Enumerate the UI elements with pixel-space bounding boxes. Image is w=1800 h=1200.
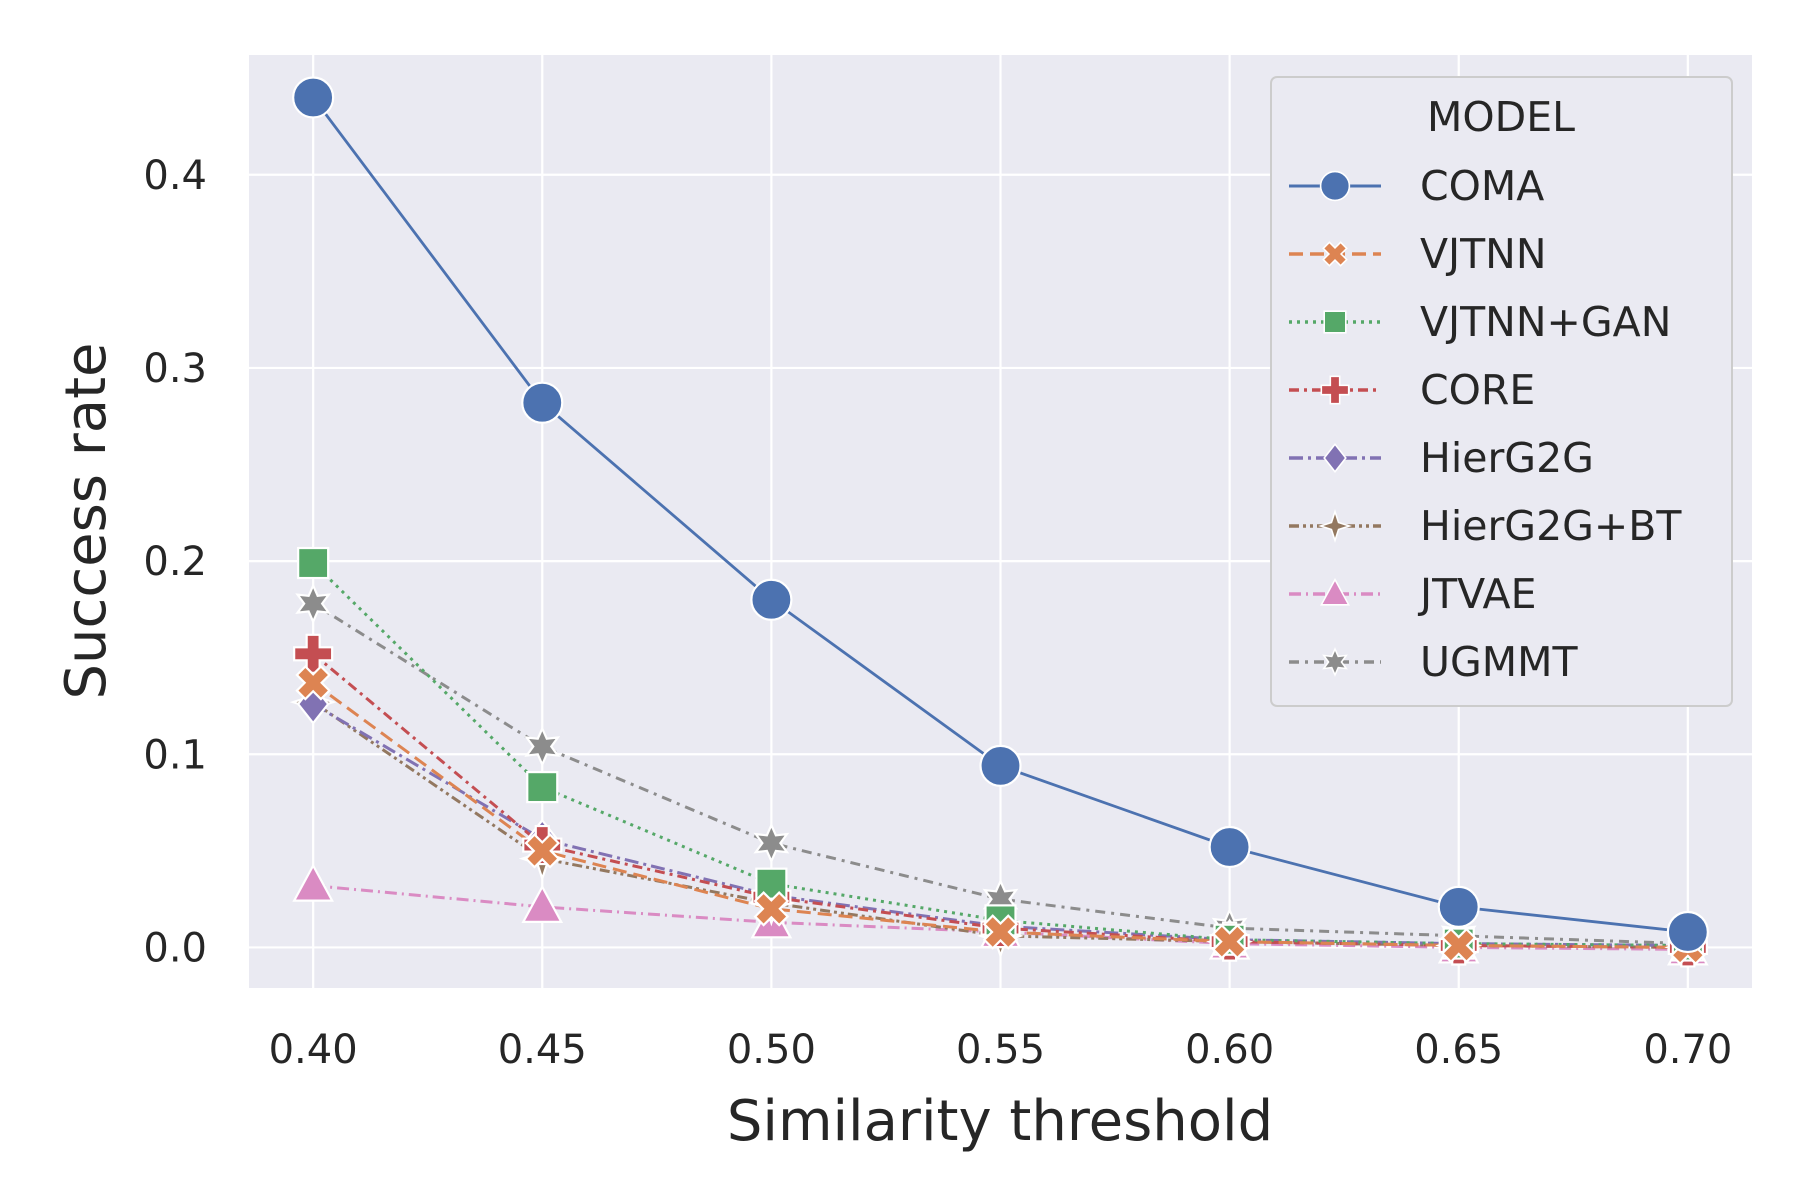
data-point-vjtnn (295, 664, 331, 701)
data-point-coma (292, 76, 335, 119)
x-tick-label: 0.60 (1185, 1027, 1274, 1073)
data-point-vjtnn-plusgan (297, 546, 330, 580)
y-tick-labels: 0.0 0.1 0.2 0.3 0.4 (143, 153, 207, 972)
legend-marker (1323, 310, 1347, 334)
legend-label: VJTNN+GAN (1420, 298, 1671, 346)
x-tick-labels: 0.40 0.45 0.50 0.55 0.60 0.65 0.70 (269, 1027, 1733, 1073)
x-axis-title: Similarity threshold (727, 1089, 1273, 1154)
series-markers (289, 76, 1712, 971)
data-point-coma (1437, 885, 1480, 928)
data-point-vjtnn-plusgan (526, 771, 559, 804)
x-tick-label: 0.40 (269, 1027, 358, 1073)
legend-entry-jtvae: JTVAE (1289, 570, 1537, 618)
legend-marker (1322, 241, 1348, 267)
data-point-vjtnn (524, 833, 561, 869)
legend-entry-coma: COMA (1289, 162, 1544, 210)
data-point-vjtnn (1211, 923, 1248, 960)
legend-marker (1320, 375, 1350, 405)
data-point-ugmmt (753, 822, 790, 864)
legend-marker (1319, 577, 1351, 606)
legend-marker (1319, 170, 1351, 202)
data-point-jtvae (292, 863, 335, 902)
data-point-vjtnn (753, 890, 790, 927)
legend-entry-hierg2g-plusbt: HierG2G+BT (1289, 502, 1682, 550)
x-tick-label: 0.70 (1643, 1027, 1732, 1073)
legend-entry-vjtnn: VJTNN (1289, 230, 1547, 278)
y-tick-label: 0.2 (143, 539, 207, 585)
legend-label: UGMMT (1420, 638, 1579, 686)
data-point-coma (750, 578, 793, 621)
x-tick-label: 0.55 (956, 1027, 1045, 1073)
legend-label: CORE (1420, 366, 1535, 414)
legend-label: COMA (1420, 162, 1544, 210)
legend-frame (1270, 76, 1733, 707)
data-point-vjtnn (1440, 927, 1477, 964)
y-tick-label: 0.1 (143, 732, 207, 778)
legend-marker (1318, 509, 1352, 543)
y-axis-title: Success rate (54, 343, 119, 700)
legend-label: HierG2G (1420, 434, 1594, 482)
data-point-coma (979, 744, 1022, 787)
legend-label: JTVAE (1417, 570, 1537, 618)
legend-title: MODEL (1427, 93, 1575, 141)
legend-label: VJTNN (1420, 230, 1547, 278)
legend-entry-core: CORE (1289, 366, 1535, 414)
legend-entry-ugmmt: UGMMT (1289, 638, 1579, 686)
y-tick-label: 0.0 (143, 925, 207, 971)
legend-entry-vjtnn-plusgan: VJTNN+GAN (1289, 298, 1671, 346)
y-tick-label: 0.4 (143, 153, 207, 199)
legend-entry-hierg2g: HierG2G (1289, 434, 1594, 482)
legend: MODEL COMA VJTNN VJTNN+GAN CORE HierG2G HierG… (1270, 76, 1733, 707)
data-point-ugmmt (524, 725, 561, 768)
x-tick-label: 0.50 (727, 1027, 816, 1073)
y-tick-label: 0.3 (143, 346, 207, 392)
data-point-coma (1208, 825, 1251, 869)
data-point-jtvae (521, 884, 564, 923)
legend-marker (1323, 443, 1347, 473)
x-tick-label: 0.45 (498, 1027, 587, 1073)
data-point-ugmmt (295, 582, 332, 625)
legend-label: HierG2G+BT (1420, 502, 1682, 550)
legend-entries: COMA VJTNN VJTNN+GAN CORE HierG2G HierG2G+BT J… (1289, 162, 1682, 686)
legend-marker (1322, 647, 1348, 677)
data-point-coma (521, 381, 564, 424)
data-point-coma (1666, 910, 1709, 954)
x-tick-label: 0.65 (1414, 1027, 1503, 1073)
data-point-vjtnn (982, 914, 1019, 950)
